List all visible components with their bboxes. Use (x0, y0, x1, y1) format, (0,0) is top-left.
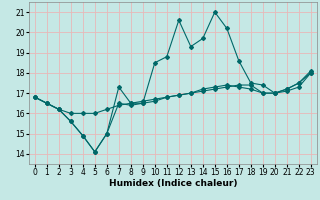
X-axis label: Humidex (Indice chaleur): Humidex (Indice chaleur) (108, 179, 237, 188)
